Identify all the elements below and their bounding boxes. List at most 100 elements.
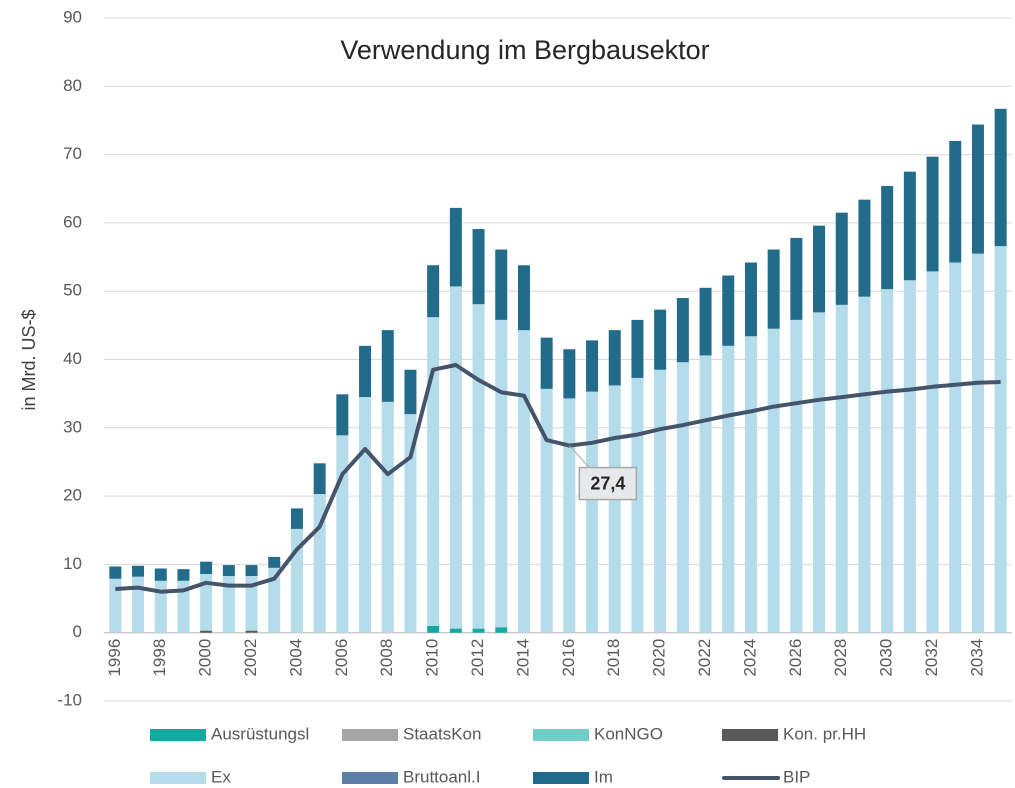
bar-segment [949,262,962,633]
legend-swatch [722,729,778,741]
bar-segment [132,576,145,633]
legend-label: KonNGO [594,724,663,743]
legend-swatch [342,772,398,784]
x-tick-label: 2028 [831,639,850,677]
bar-segment [472,628,485,633]
y-tick-label: 90 [63,7,82,26]
x-tick-label: 2012 [468,639,487,677]
bar-segment [495,249,508,320]
bar-segment [926,271,939,633]
bar-segment [835,212,848,305]
legend-label: Kon. pr.HH [783,724,866,743]
bar-segment [994,108,1007,247]
bar-segment [654,369,667,633]
bar-segment [359,345,372,398]
y-tick-label: 80 [63,76,82,95]
bar-segment [222,576,235,633]
legend-swatch [342,729,398,741]
x-tick-label: 1998 [150,639,169,677]
bar-segment [381,401,394,633]
bar-segment [268,556,281,568]
bar-segment [881,289,894,633]
bar-segment [472,304,485,629]
bar-segment [245,565,258,577]
legend-label: Ex [211,767,231,786]
bar-segment [722,275,735,346]
bar-segment [517,265,530,331]
bar-segment [858,199,871,297]
legend-label: Im [594,767,613,786]
legend-swatch [533,729,589,741]
data-label: 27,4 [590,473,625,493]
legend-label: Bruttoanl.I [403,767,481,786]
y-tick-label: 40 [63,349,82,368]
bar-segment [517,330,530,633]
bar-segment [994,246,1007,633]
chart-title: Verwendung im Bergbausektor [340,35,709,65]
bar-segment [699,355,712,633]
x-tick-label: 2022 [695,639,714,677]
bar-segment [971,253,984,633]
bar-segment [449,628,462,633]
bar-segment [109,578,122,633]
bar-segment [427,625,440,633]
bar-segment [154,580,167,633]
x-tick-label: 2032 [922,639,941,677]
bar-segment [313,463,326,495]
bar-segment [722,345,735,633]
bar-segment [813,312,826,633]
legend-label: BIP [783,767,810,786]
x-tick-label: 2008 [377,639,396,677]
bar-segment [563,398,576,633]
bar-segment [177,580,190,633]
x-tick-label: 2000 [196,639,215,677]
bar-segment [381,330,394,402]
bar-segment [245,576,258,631]
bar-segment [495,319,508,628]
x-tick-label: 2034 [967,639,986,677]
y-axis-label: in Mrd. US-$ [19,309,39,410]
bar-segment [154,568,167,581]
bar-segment [200,561,213,574]
bar-segment [744,336,757,633]
bar-segment [858,296,871,633]
y-tick-label: 0 [73,622,82,641]
x-tick-label: 2006 [332,639,351,677]
bar-segment [631,319,644,378]
x-tick-label: 2010 [423,639,442,677]
x-tick-label: 2024 [740,639,759,677]
bar-segment [676,362,689,633]
bar-segment [835,304,848,633]
bar-segment [359,397,372,633]
x-tick-label: 2020 [650,639,669,677]
y-tick-label: 30 [63,417,82,436]
bar-segment [222,565,235,577]
legend-swatch [150,729,206,741]
bar-segment [608,385,621,633]
callout-box [578,466,638,501]
bar-segment [540,337,553,389]
bar-segment [971,124,984,254]
bar-segment [790,319,803,633]
bar-segment [767,328,780,633]
bar-segment [427,317,440,626]
x-tick-label: 2030 [877,639,896,677]
x-tick-label: 2026 [786,639,805,677]
bar-segment [449,286,462,629]
bar-segment [540,388,553,633]
x-tick-label: 2002 [241,639,260,677]
bar-segment [676,298,689,363]
bar-segment [268,567,281,633]
bar-segment [336,435,349,633]
bar-segment [563,349,576,399]
bar-segment [495,627,508,633]
bar-segment [903,171,916,281]
bar-segment [245,630,258,633]
y-tick-label: 50 [63,281,82,300]
bar-segment [472,229,485,305]
bar-segment [404,414,417,633]
bar-segment [790,237,803,320]
x-tick-label: 1996 [105,639,124,677]
bar-segment [132,565,145,577]
